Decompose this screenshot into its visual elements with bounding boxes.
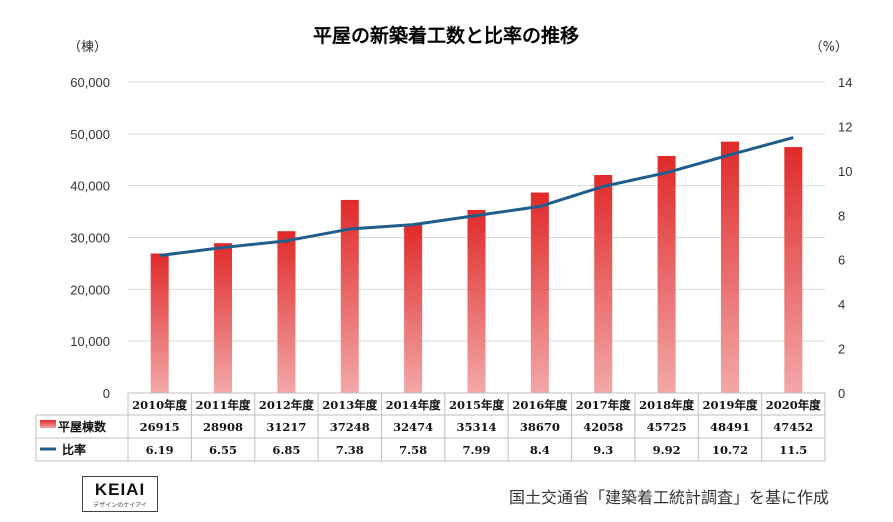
bar-value-label: 38670 xyxy=(520,420,560,434)
right-axis-ticks: 0 2 4 6 8 10 12 14 xyxy=(838,75,852,401)
category-label: 2018年度 xyxy=(639,398,695,412)
category-label: 2015年度 xyxy=(449,398,505,412)
bar-legend-label: 平屋棟数 xyxy=(58,419,107,434)
category-label: 2013年度 xyxy=(322,398,378,412)
line-value-label: 7.58 xyxy=(399,443,427,457)
bar-value-label: 32474 xyxy=(393,420,433,434)
line-value-label: 7.38 xyxy=(336,443,364,457)
category-label: 2016年度 xyxy=(512,398,568,412)
bar-value-label: 35314 xyxy=(456,420,496,434)
line-value-label: 9.92 xyxy=(653,443,681,457)
bar-value-label: 45725 xyxy=(647,420,687,434)
bar-value-label: 37248 xyxy=(330,420,370,434)
left-tick-label: 60,000 xyxy=(70,75,110,90)
right-tick-label: 12 xyxy=(838,119,852,134)
line-value-label: 6.55 xyxy=(209,443,237,457)
source-note: 国土交通省「建築着工統計調査」を基に作成 xyxy=(508,488,829,507)
category-label: 2017年度 xyxy=(576,398,632,412)
bar-value-label: 26915 xyxy=(140,420,180,434)
left-tick-label: 0 xyxy=(103,386,110,401)
bar xyxy=(467,209,486,393)
right-tick-label: 0 xyxy=(838,386,845,401)
category-label: 2014年度 xyxy=(386,398,442,412)
bar xyxy=(404,224,423,393)
bar-series xyxy=(150,141,803,393)
logo-name: KEIAI xyxy=(94,480,146,499)
bar xyxy=(657,155,676,393)
right-tick-label: 6 xyxy=(838,253,845,268)
line-value-label: 9.3 xyxy=(593,443,613,457)
category-label: 2012年度 xyxy=(259,398,315,412)
bar xyxy=(720,141,739,393)
bar-legend-key xyxy=(40,420,56,428)
left-tick-label: 50,000 xyxy=(70,127,110,142)
logo-tagline: デザインのケイアイ xyxy=(93,502,147,509)
line-series xyxy=(159,136,794,257)
bar xyxy=(594,174,613,393)
bar xyxy=(150,253,169,393)
left-axis-ticks: 0 10,000 20,000 30,000 40,000 50,000 60,000 xyxy=(70,75,110,401)
keiai-logo: KEIAI デザインのケイアイ xyxy=(82,476,158,512)
right-axis-unit: （%） xyxy=(810,40,848,55)
left-tick-label: 20,000 xyxy=(70,282,110,297)
category-label: 2011年度 xyxy=(196,398,252,412)
ratio-line xyxy=(159,136,794,257)
chart-title: 平屋の新築着工数と比率の推移 xyxy=(313,24,579,47)
bar-value-label: 28908 xyxy=(203,420,243,434)
bar-value-label: 31217 xyxy=(266,420,306,434)
left-tick-label: 10,000 xyxy=(70,334,110,349)
bar-value-label: 47452 xyxy=(773,420,813,434)
category-label: 2019年度 xyxy=(702,398,758,412)
bar xyxy=(530,192,549,393)
left-tick-label: 40,000 xyxy=(70,179,110,194)
category-label: 2010年度 xyxy=(132,398,188,412)
category-label: 2020年度 xyxy=(766,398,822,412)
bar xyxy=(277,231,296,393)
right-tick-label: 14 xyxy=(838,75,852,90)
left-tick-label: 30,000 xyxy=(70,231,110,246)
bar-value-label: 48491 xyxy=(710,420,750,434)
right-tick-label: 2 xyxy=(838,342,845,357)
line-value-label: 6.85 xyxy=(272,443,300,457)
bar xyxy=(340,199,359,393)
bar xyxy=(214,243,233,393)
line-legend-label: 比率 xyxy=(62,442,86,457)
line-value-label: 11.5 xyxy=(779,443,807,457)
line-value-label: 7.99 xyxy=(462,443,490,457)
bar-value-label: 42058 xyxy=(583,420,623,434)
bar xyxy=(784,147,803,393)
right-tick-label: 8 xyxy=(838,208,845,223)
line-value-label: 10.72 xyxy=(712,443,748,457)
left-axis-unit: （棟） xyxy=(68,40,107,55)
right-tick-label: 10 xyxy=(838,164,852,179)
line-value-label: 6.19 xyxy=(146,443,174,457)
right-tick-label: 4 xyxy=(838,297,845,312)
data-table: 2010年度 2011年度 2012年度 2013年度 2014年度 2015年度 2016… xyxy=(35,392,826,462)
line-value-label: 8.4 xyxy=(530,443,550,457)
